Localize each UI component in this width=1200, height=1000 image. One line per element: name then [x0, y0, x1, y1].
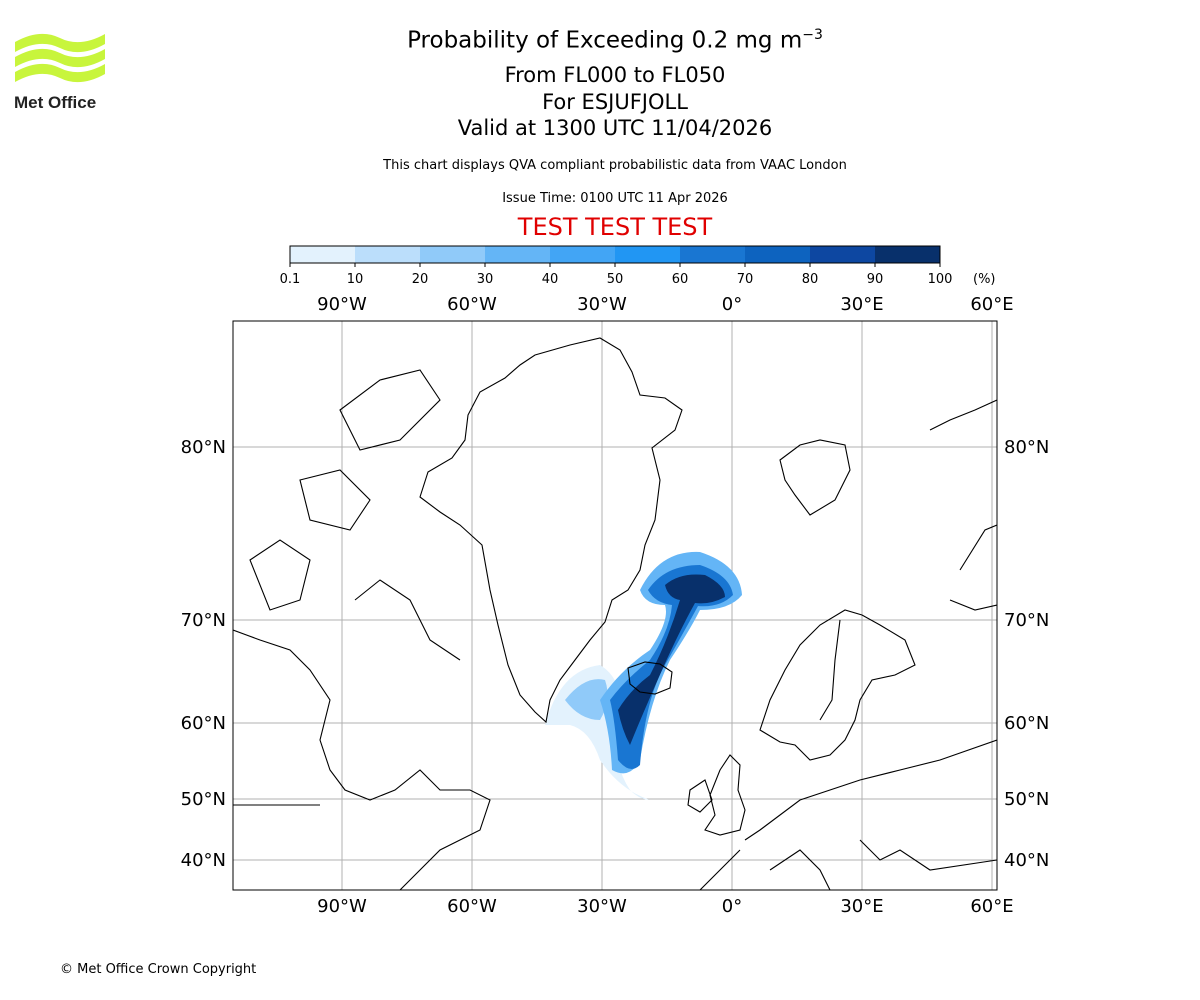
title-line1: Probability of Exceeding 0.2 mg m	[407, 27, 803, 54]
scandinavia-coast	[759, 609, 916, 761]
flight-level-range: From FL000 to FL050	[504, 63, 726, 87]
longitude-label: 90°W	[317, 294, 367, 315]
longitude-label: 60°E	[970, 896, 1013, 917]
colorbar-segment	[355, 246, 420, 263]
coastlines	[233, 337, 997, 890]
longitude-label: 30°E	[840, 294, 883, 315]
issue-time: Issue Time: 0100 UTC 11 Apr 2026	[502, 191, 728, 206]
canada-coast	[233, 369, 491, 890]
uk-coast	[687, 754, 746, 836]
latitude-label: 80°N	[181, 437, 226, 458]
colorbar-segment	[745, 246, 810, 263]
colorbar-segment	[550, 246, 615, 263]
met-office-logo: Met Office	[14, 33, 105, 112]
colorbar-segment	[290, 246, 355, 263]
latitude-label: 60°N	[1004, 713, 1049, 734]
longitude-label: 0°	[722, 294, 742, 315]
colorbar: 0.1 10 20 30 40 50 60 70 80 90 100	[280, 245, 953, 287]
colorbar-tick-label: 70	[737, 272, 754, 287]
volcano-name: For ESJUFJOLL	[542, 90, 688, 114]
colorbar-tick-label: 10	[347, 272, 364, 287]
latitude-label: 80°N	[1004, 437, 1049, 458]
latitude-label: 40°N	[181, 850, 226, 871]
colorbar-tick-label: 0.1	[280, 272, 301, 287]
longitude-label: 60°W	[447, 896, 497, 917]
axis-labels: 90°W 90°W 60°W 60°W 30°W 30°W 0° 0° 30°E 30°E 60°E…	[181, 294, 1050, 917]
colorbar-unit: (%)	[973, 272, 996, 287]
colorbar-segment	[875, 246, 940, 263]
colorbar-segment	[420, 246, 485, 263]
colorbar-tick-label: 40	[542, 272, 559, 287]
longitude-label: 0°	[722, 896, 742, 917]
colorbar-segment	[680, 246, 745, 263]
longitude-label: 30°W	[577, 896, 627, 917]
latitude-label: 50°N	[1004, 789, 1049, 810]
colorbar-tick-label: 80	[802, 272, 819, 287]
latitude-label: 60°N	[181, 713, 226, 734]
colorbar-tick-label: 90	[867, 272, 884, 287]
latitude-label: 40°N	[1004, 850, 1049, 871]
latitude-label: 70°N	[1004, 610, 1049, 631]
colorbar-tick-label: 20	[412, 272, 429, 287]
colorbar-tick-label: 50	[607, 272, 624, 287]
longitude-label: 90°W	[317, 896, 367, 917]
test-banner: TEST TEST TEST	[517, 213, 713, 241]
longitude-label: 30°W	[577, 294, 627, 315]
latitude-label: 70°N	[181, 610, 226, 631]
colorbar-tick-label: 60	[672, 272, 689, 287]
longitude-label: 60°E	[970, 294, 1013, 315]
latitude-label: 50°N	[181, 789, 226, 810]
copyright: © Met Office Crown Copyright	[60, 962, 257, 977]
russia-coast	[929, 399, 997, 611]
colorbar-segment	[615, 246, 680, 263]
gridlines	[233, 321, 997, 890]
colorbar-segment	[810, 246, 875, 263]
logo-text: Met Office	[14, 93, 96, 112]
valid-time: Valid at 1300 UTC 11/04/2026	[457, 116, 773, 140]
map-area	[233, 321, 997, 890]
chart-description: This chart displays QVA compliant probab…	[383, 158, 847, 173]
iceland-coast	[627, 661, 673, 695]
map-frame	[232, 320, 998, 891]
colorbar-segment	[485, 246, 550, 263]
longitude-label: 60°W	[447, 294, 497, 315]
ash-plume	[545, 551, 742, 800]
title-superscript: −3	[802, 27, 823, 43]
chart-title: Probability of Exceeding 0.2 mg m−3	[0, 27, 1200, 54]
colorbar-tick-label: 30	[477, 272, 494, 287]
longitude-label: 30°E	[840, 896, 883, 917]
colorbar-tick-label: 100	[928, 272, 953, 287]
svalbard-coast	[779, 439, 851, 516]
europe-coast	[699, 739, 997, 890]
greenland-coast	[419, 337, 683, 724]
